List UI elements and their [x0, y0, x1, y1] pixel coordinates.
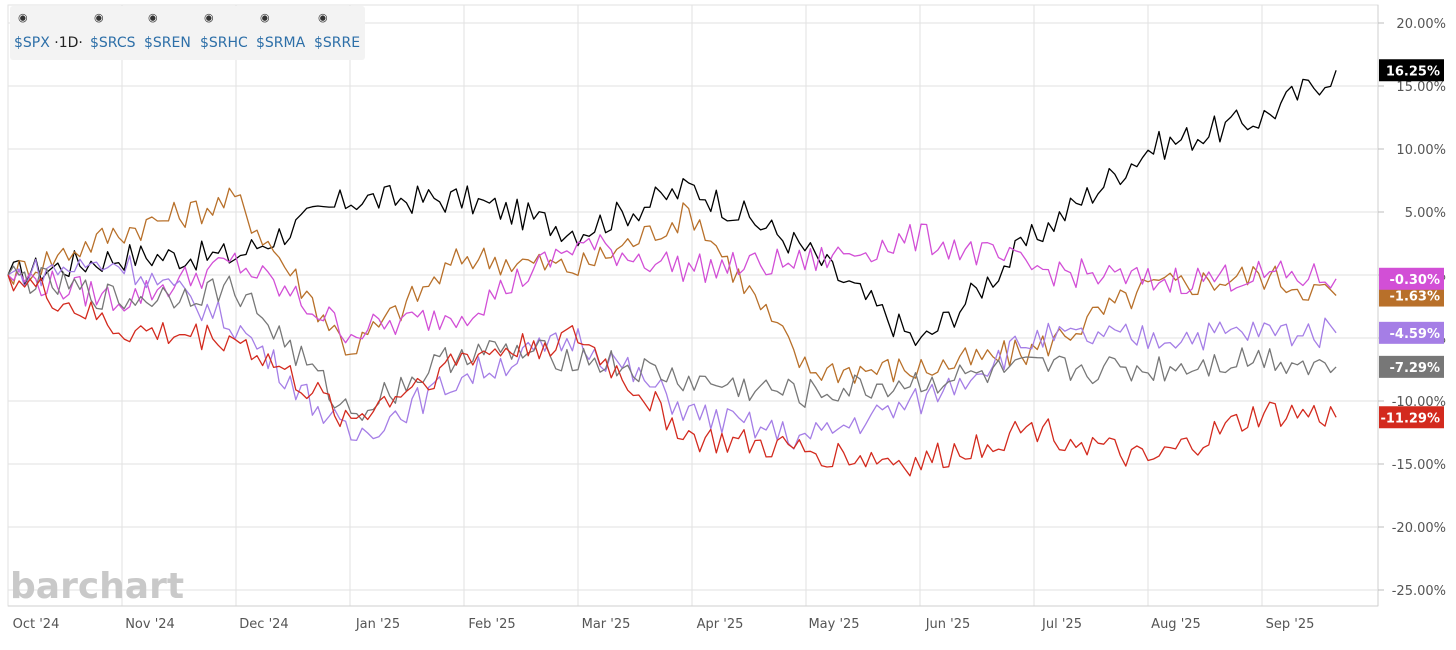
series-lines — [7, 70, 1337, 477]
y-tick-label: -20.00% — [1392, 521, 1446, 536]
x-tick-label: Aug '25 — [1151, 617, 1201, 632]
last-value-tag-bg — [1379, 406, 1444, 429]
watermark-logo: barchart — [10, 566, 184, 607]
legend-interval: ·1D· — [49, 35, 83, 51]
x-tick-label: Oct '24 — [13, 617, 60, 632]
last-value-tag-bg — [1379, 355, 1444, 378]
legend-symbol: $SRCS — [90, 35, 136, 51]
last-value-label: -1.63% — [1390, 290, 1441, 305]
last-value-label: 16.25% — [1386, 64, 1440, 79]
last-value-tag: 16.25% — [1379, 59, 1444, 82]
plot-frame — [7, 4, 1379, 607]
series-line-srma — [7, 265, 1337, 421]
y-tick-label: 15.00% — [1396, 80, 1446, 95]
last-value-labels: 16.25% -1.63% -0.30% -4.59% -7.29% -11.29% — [1379, 59, 1444, 429]
last-value-tag-bg — [1379, 284, 1444, 307]
y-tick-label: -10.00% — [1392, 395, 1446, 410]
y-tick-label: -15.00% — [1392, 458, 1446, 473]
series-line-sren — [7, 223, 1337, 344]
last-value-tag: -11.29% — [1379, 406, 1444, 429]
x-tick-label: Dec '24 — [239, 617, 288, 632]
eye-icon[interactable]: ◉ — [318, 11, 328, 24]
eye-icon[interactable]: ◉ — [18, 11, 28, 24]
x-tick-label: Apr '25 — [697, 617, 744, 632]
eye-icon[interactable]: ◉ — [148, 11, 158, 24]
legend-symbol: $SRRE — [314, 35, 361, 51]
x-tick-label: Feb '25 — [468, 617, 515, 632]
x-tick-label: May '25 — [808, 617, 859, 632]
legend-symbol: $SREN — [144, 35, 191, 51]
last-value-label: -4.59% — [1390, 327, 1441, 342]
x-tick-label: Jul '25 — [1041, 617, 1082, 632]
x-tick-label: Jan '25 — [355, 617, 400, 632]
legend-symbol: $SPX ·1D· — [14, 35, 83, 51]
last-value-tag-bg — [1379, 267, 1444, 290]
y-tick-label: 10.00% — [1396, 143, 1446, 158]
legend: ◉ $SPX ·1D· ◉ $SRCS ◉ $SREN ◉ $SRHC ◉ $SRMA ◉ $SRRE — [10, 6, 365, 60]
y-tick-label: 20.00% — [1396, 17, 1446, 32]
grid — [7, 4, 1379, 607]
x-tick-label: Mar '25 — [582, 617, 631, 632]
last-value-tag: -1.63% — [1379, 284, 1444, 307]
last-value-label: -7.29% — [1390, 361, 1441, 376]
x-tick-label: Nov '24 — [125, 617, 175, 632]
legend-symbol: $SRMA — [256, 35, 306, 51]
series-line-srcs — [7, 187, 1337, 384]
series-line-srre — [7, 274, 1337, 477]
x-tick-label: Jun '25 — [925, 617, 971, 632]
last-value-tag: -4.59% — [1379, 321, 1444, 344]
y-tick-label: 5.00% — [1405, 206, 1446, 221]
last-value-tag: -0.30% — [1379, 267, 1444, 290]
last-value-label: -11.29% — [1380, 411, 1440, 426]
legend-symbol: $SRHC — [200, 35, 248, 51]
last-value-tag-bg — [1379, 59, 1444, 82]
y-tick-label: -25.00% — [1392, 584, 1446, 599]
series-line-spx — [7, 70, 1337, 347]
series-line-srhc — [7, 255, 1337, 450]
eye-icon[interactable]: ◉ — [94, 11, 104, 24]
eye-icon[interactable]: ◉ — [260, 11, 270, 24]
last-value-label: -0.30% — [1390, 273, 1441, 288]
last-value-tag: -7.29% — [1379, 355, 1444, 378]
eye-icon[interactable]: ◉ — [204, 11, 214, 24]
last-value-tag-bg — [1379, 321, 1444, 344]
x-tick-label: Sep '25 — [1266, 617, 1315, 632]
